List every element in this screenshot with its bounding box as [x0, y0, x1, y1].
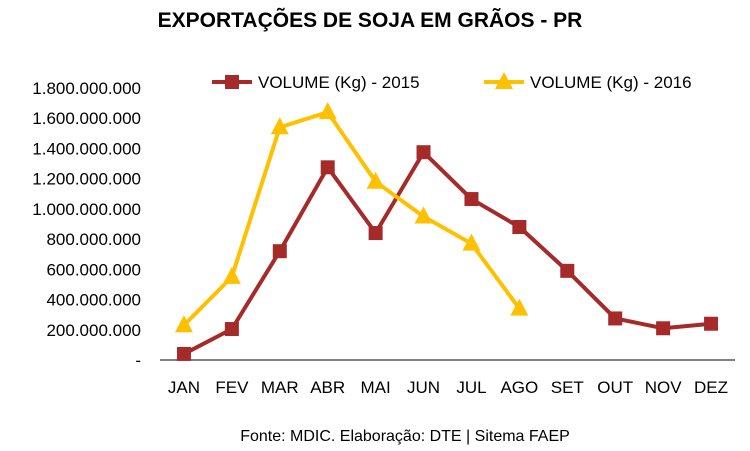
x-tick-label: NOV — [645, 378, 683, 397]
y-tick-label: 200.000.000 — [46, 321, 141, 340]
data-point — [416, 145, 431, 160]
x-tick-label: JUN — [407, 378, 440, 397]
series-2 — [174, 102, 529, 333]
y-tick-label: 600.000.000 — [46, 260, 141, 279]
data-point — [608, 311, 623, 326]
data-point — [320, 160, 335, 175]
x-tick-label: MAR — [261, 378, 299, 397]
y-tick-label: - — [135, 351, 141, 370]
data-point — [270, 117, 289, 135]
data-point — [224, 322, 239, 337]
data-point — [414, 206, 433, 224]
data-point — [704, 316, 719, 331]
legend-item: VOLUME (Kg) - 2015 — [212, 73, 420, 92]
data-point — [656, 321, 671, 336]
legend-label: VOLUME (Kg) - 2015 — [258, 73, 420, 92]
x-axis: JAN FEV MAR ABR MAI JUN JUL AGO SET OUT NOV DEZ — [160, 359, 735, 397]
legend-label: VOLUME (Kg) - 2016 — [530, 73, 692, 92]
legend: VOLUME (Kg) - 2015 VOLUME (Kg) - 2016 — [212, 72, 692, 92]
y-axis: - 200.000.000 400.000.000 600.000.000 800.00… — [32, 79, 141, 370]
x-tick-label: JUL — [456, 378, 486, 397]
data-point — [510, 298, 529, 316]
data-point — [462, 233, 481, 251]
y-tick-label: 1.000.000.000 — [32, 200, 141, 219]
legend-marker — [225, 75, 239, 89]
x-tick-label: JAN — [168, 378, 200, 397]
series-line — [182, 110, 521, 327]
y-tick-label: 1.200.000.000 — [32, 170, 141, 189]
y-tick-label: 1.800.000.000 — [32, 79, 141, 98]
data-point — [512, 220, 527, 235]
data-point — [560, 263, 575, 278]
x-tick-label: SET — [551, 378, 584, 397]
y-tick-label: 400.000.000 — [46, 291, 141, 310]
x-tick-label: OUT — [597, 378, 633, 397]
y-tick-label: 800.000.000 — [46, 230, 141, 249]
y-tick-label: 1.600.000.000 — [32, 109, 141, 128]
series-line — [183, 150, 712, 356]
data-point — [222, 266, 241, 284]
data-point — [318, 102, 337, 120]
x-tick-label: MAI — [361, 378, 391, 397]
series-layer — [174, 102, 719, 361]
x-tick-label: DEZ — [694, 378, 728, 397]
x-tick-label: AGO — [500, 378, 538, 397]
y-tick-label: 1.400.000.000 — [32, 139, 141, 158]
data-point — [366, 171, 385, 189]
legend-marker — [495, 72, 513, 89]
legend-item: VOLUME (Kg) - 2016 — [484, 72, 692, 92]
data-point — [464, 192, 479, 207]
data-point — [176, 346, 191, 361]
chart-title: EXPORTAÇÕES DE SOJA EM GRÃOS - PR — [158, 8, 583, 32]
source-note: Fonte: MDIC. Elaboração: DTE | Sitema FA… — [240, 428, 570, 445]
data-point — [272, 244, 287, 259]
x-tick-label: ABR — [310, 378, 345, 397]
x-tick-label: FEV — [215, 378, 249, 397]
data-point — [174, 315, 193, 333]
data-point — [368, 226, 383, 241]
series-1 — [176, 145, 719, 361]
